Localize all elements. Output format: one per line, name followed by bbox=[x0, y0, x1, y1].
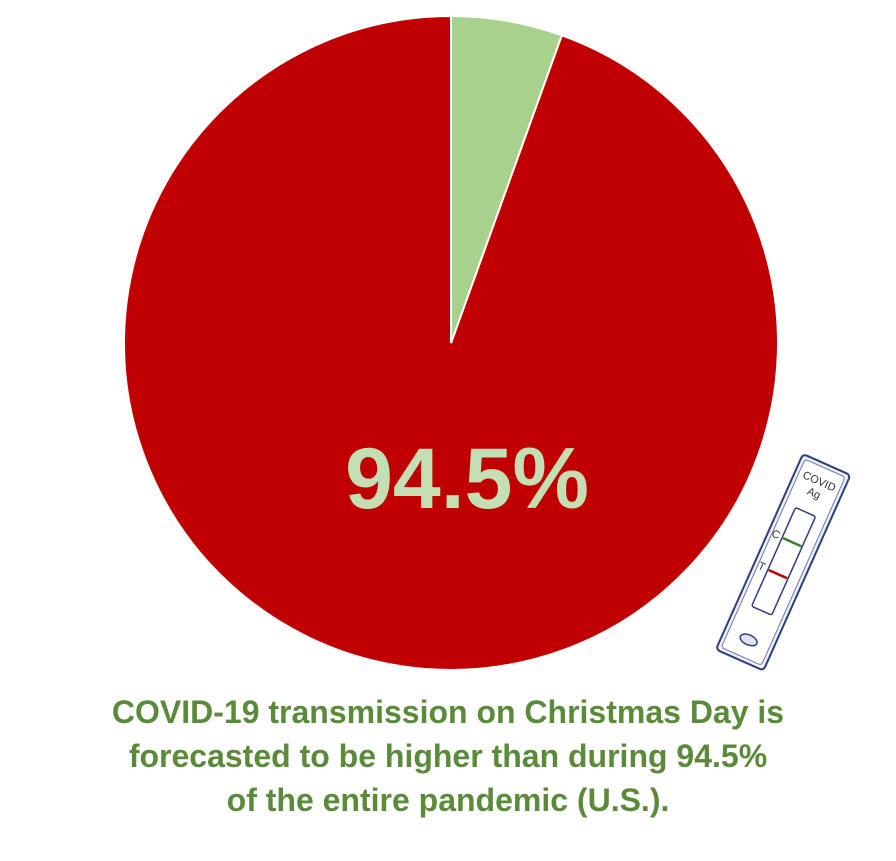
caption-line: of the entire pandemic (U.S.). bbox=[226, 782, 670, 818]
test-mark: T bbox=[756, 560, 767, 574]
test-line bbox=[768, 568, 788, 580]
caption-line: forecasted to be higher than during 94.5… bbox=[128, 738, 768, 774]
control-line bbox=[782, 536, 802, 548]
test-label-ag: Ag bbox=[805, 486, 822, 502]
pie-data-label: 94.5% bbox=[345, 431, 589, 527]
covid-antigen-test-icon: COVID Ag C T bbox=[716, 454, 851, 671]
pie-chart: 94.5% COVID Ag C T bbox=[123, 14, 851, 671]
caption-line: COVID-19 transmission on Christmas Day i… bbox=[111, 694, 785, 730]
pie-slice-other bbox=[450, 14, 564, 344]
chart-caption: COVID-19 transmission on Christmas Day i… bbox=[0, 690, 896, 822]
pie-slices bbox=[123, 14, 779, 671]
sample-well bbox=[739, 633, 758, 647]
